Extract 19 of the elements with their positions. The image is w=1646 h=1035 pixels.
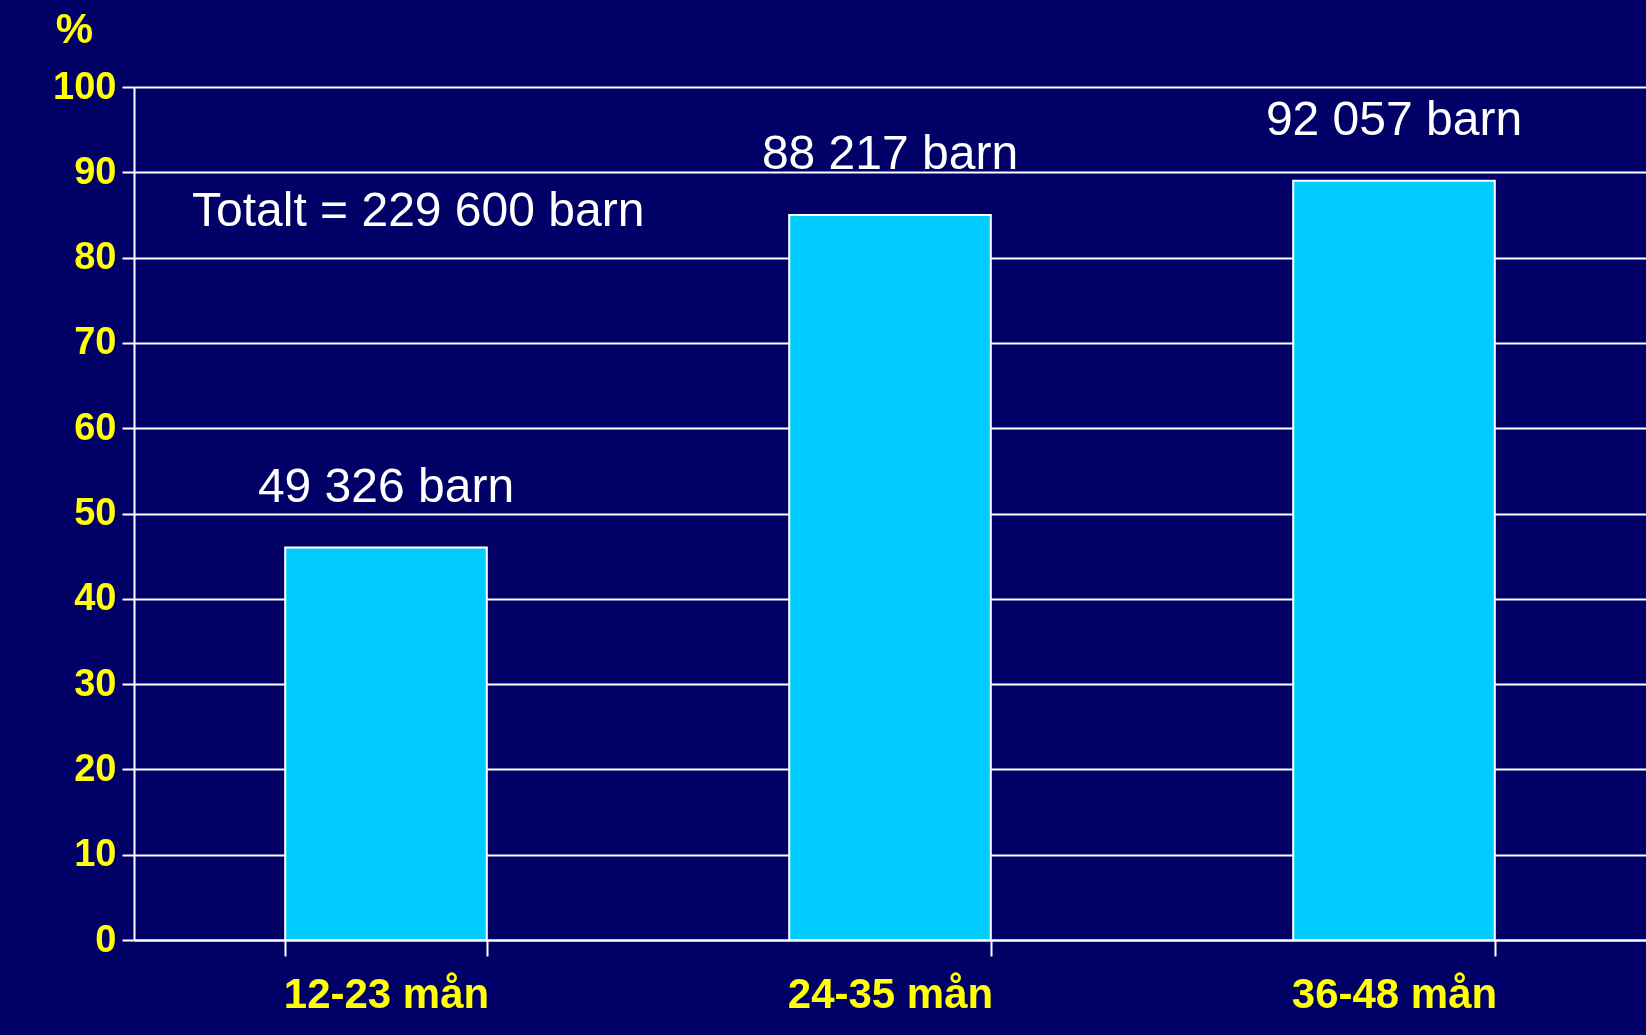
annotation: 49 326 barn — [257, 458, 515, 512]
y-tick-label: 60 — [74, 405, 117, 448]
y-tick-label: 50 — [74, 491, 117, 533]
y-tick-label: 80 — [74, 235, 117, 278]
y-axis-title: % — [55, 4, 94, 52]
y-tick-label: 100 — [53, 64, 117, 107]
x-tick-label: 24-35 mån — [787, 969, 994, 1017]
y-tick-label: 40 — [74, 576, 117, 619]
x-tick-label: 12-23 mån — [283, 969, 490, 1017]
annotation: 92 057 barn — [1265, 91, 1523, 145]
y-tick-label: 10 — [74, 832, 117, 875]
annotation: Totalt = 229 600 barn — [192, 183, 645, 236]
x-tick-label: 36-48 mån — [1291, 969, 1498, 1017]
y-tick-label: 0 — [95, 917, 117, 960]
annotation: 88 217 barn — [761, 125, 1019, 179]
y-tick-label: 70 — [74, 320, 117, 363]
y-tick-label: 20 — [74, 746, 117, 789]
y-tick-label: 90 — [74, 149, 117, 192]
y-tick-label: 30 — [74, 661, 117, 704]
